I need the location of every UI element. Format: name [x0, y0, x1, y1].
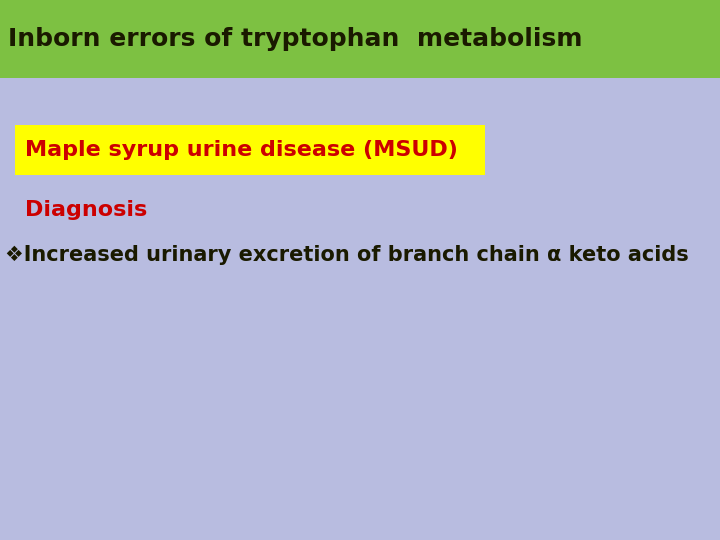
- Text: Diagnosis: Diagnosis: [25, 200, 148, 220]
- FancyBboxPatch shape: [15, 125, 485, 175]
- FancyBboxPatch shape: [0, 0, 720, 78]
- Text: Maple syrup urine disease (MSUD): Maple syrup urine disease (MSUD): [25, 140, 458, 160]
- Text: Inborn errors of tryptophan  metabolism: Inborn errors of tryptophan metabolism: [8, 27, 582, 51]
- Text: ❖Increased urinary excretion of branch chain α keto acids: ❖Increased urinary excretion of branch c…: [5, 245, 689, 265]
